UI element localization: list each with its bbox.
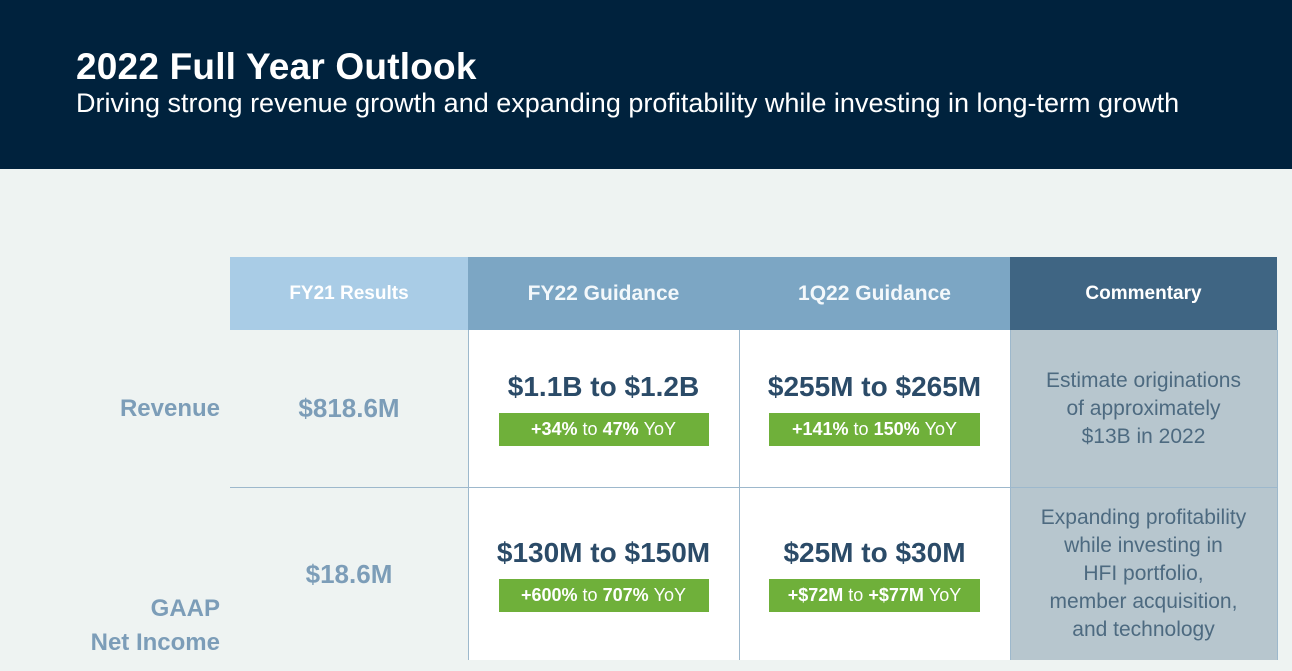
column-header-fy21: FY21 Results	[230, 257, 468, 330]
growth-sep: to	[853, 419, 869, 439]
growth-unit: YoY	[924, 419, 958, 439]
commentary-revenue: Estimate originations of approximately $…	[1010, 330, 1277, 487]
row-label-net-income: GAAP Net Income	[40, 488, 220, 660]
growth-unit: YoY	[653, 584, 687, 605]
1q22-net-income-cell: $25M to $30M +$72M to +$77M YoY	[739, 488, 1010, 660]
commentary-line: while investing in	[1064, 534, 1223, 557]
growth-high: +$77M	[868, 584, 924, 605]
column-header-commentary: Commentary	[1010, 257, 1277, 330]
commentary-line: $13B in 2022	[1081, 424, 1206, 448]
commentary-line: Expanding profitability	[1040, 506, 1247, 529]
fy22-revenue-value: $1.1B to $1.2B	[507, 371, 700, 402]
commentary-net-income: Expanding profitability while investing …	[1010, 488, 1277, 660]
column-header-fy22: FY22 Guidance	[468, 257, 739, 330]
row-label-line: Net Income	[90, 629, 220, 656]
column-divider	[1277, 330, 1278, 660]
page-title: 2022 Full Year Outlook	[76, 46, 477, 87]
growth-sep: to	[582, 419, 598, 439]
1q22-revenue-growth-badge: +141% to 150% YoY	[769, 413, 980, 446]
row-label-line: GAAP	[150, 595, 220, 622]
fy22-net-income-value: $130M to $150M	[496, 536, 711, 568]
1q22-revenue-cell: $255M to $265M +141% to 150% YoY	[739, 330, 1010, 487]
fy21-revenue: $818.6M	[298, 393, 400, 423]
column-divider	[1010, 330, 1011, 660]
commentary-line: of approximately	[1066, 396, 1221, 420]
1q22-revenue-value: $255M to $265M	[767, 371, 982, 402]
growth-high: 707%	[602, 584, 649, 605]
growth-unit: YoY	[643, 419, 676, 439]
growth-low: +141%	[791, 419, 849, 439]
fy22-revenue-cell: $1.1B to $1.2B +34% to 47% YoY	[468, 330, 739, 487]
commentary-body	[1010, 330, 1277, 660]
growth-low: +$72M	[787, 584, 844, 605]
title-banner: 2022 Full Year Outlook Driving strong re…	[0, 0, 1292, 169]
commentary-line: member acquisition,	[1049, 590, 1238, 613]
commentary-line: Estimate originations	[1046, 368, 1241, 392]
fy22-revenue-growth-badge: +34% to 47% YoY	[498, 413, 709, 446]
column-header-1q22: 1Q22 Guidance	[739, 257, 1010, 330]
growth-low: +600%	[520, 584, 578, 605]
growth-unit: YoY	[928, 584, 962, 605]
column-divider	[468, 330, 469, 660]
commentary-line: and technology	[1072, 618, 1215, 641]
fy22-net-income-growth-badge: +600% to 707% YoY	[498, 578, 709, 612]
row-label-line: Revenue	[119, 394, 220, 422]
commentary-line: HFI portfolio,	[1083, 562, 1204, 585]
row-divider	[230, 487, 1277, 488]
growth-high: 150%	[873, 419, 920, 439]
column-divider	[739, 330, 740, 660]
fy22-net-income-cell: $130M to $150M +600% to 707% YoY	[468, 488, 739, 660]
row-label-revenue: Revenue	[40, 330, 220, 487]
1q22-net-income-growth-badge: +$72M to +$77M YoY	[769, 578, 980, 612]
growth-sep: to	[582, 584, 598, 605]
growth-high: 47%	[602, 419, 639, 439]
1q22-net-income-value: $25M to $30M	[783, 536, 966, 568]
fy21-net-income: $18.6M	[305, 558, 393, 589]
page-subtitle: Driving strong revenue growth and expand…	[76, 88, 1180, 118]
growth-low: +34%	[530, 419, 578, 439]
growth-sep: to	[848, 584, 864, 605]
